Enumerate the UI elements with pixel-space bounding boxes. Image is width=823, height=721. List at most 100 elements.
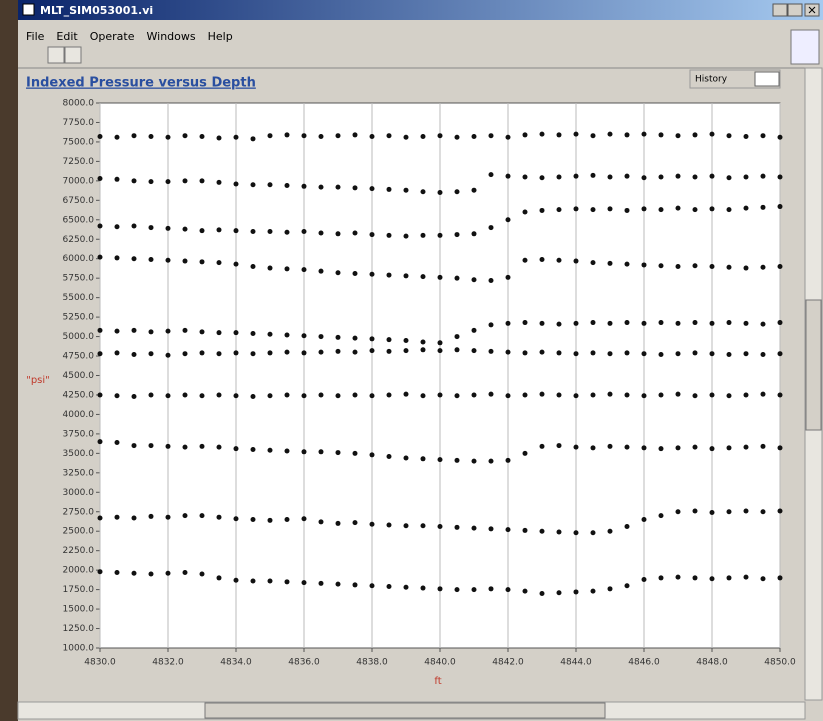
data-point <box>676 206 681 211</box>
menu-item[interactable]: Windows <box>147 30 196 43</box>
data-point <box>608 444 613 449</box>
data-point <box>183 227 188 232</box>
data-point <box>251 182 256 187</box>
data-point <box>557 529 562 534</box>
menu-item[interactable]: Operate <box>90 30 135 43</box>
data-point <box>251 579 256 584</box>
x-tick-label: 4846.0 <box>628 658 660 668</box>
y-tick-label: 1500.0 <box>63 605 95 615</box>
data-point <box>625 524 630 529</box>
data-point <box>608 351 613 356</box>
y-tick-label: 4500.0 <box>63 371 95 381</box>
data-point <box>166 179 171 184</box>
data-point <box>268 182 273 187</box>
data-point <box>489 278 494 283</box>
data-point <box>489 172 494 177</box>
data-point <box>319 449 324 454</box>
data-point <box>149 225 154 230</box>
data-point <box>591 589 596 594</box>
menu-item[interactable]: Help <box>208 30 233 43</box>
data-point <box>608 174 613 179</box>
data-point <box>523 132 528 137</box>
y-tick-label: 1750.0 <box>63 585 95 595</box>
data-point <box>285 350 290 355</box>
data-point <box>115 393 120 398</box>
data-point <box>608 206 613 211</box>
data-point <box>251 264 256 269</box>
data-point <box>149 351 154 356</box>
data-point <box>642 321 647 326</box>
data-point <box>625 583 630 588</box>
data-point <box>523 320 528 325</box>
data-point <box>676 264 681 269</box>
data-point <box>693 575 698 580</box>
data-point <box>659 174 664 179</box>
data-point <box>574 174 579 179</box>
data-point <box>319 269 324 274</box>
data-point <box>693 174 698 179</box>
data-point <box>625 132 630 137</box>
data-point <box>557 590 562 595</box>
data-point <box>506 350 511 355</box>
y-tick-label: 2000.0 <box>63 566 95 576</box>
data-point <box>659 352 664 357</box>
y-tick-label: 8000.0 <box>63 99 95 109</box>
data-point <box>302 580 307 585</box>
menu-item[interactable]: Edit <box>56 30 78 43</box>
data-point <box>506 587 511 592</box>
data-point <box>659 320 664 325</box>
data-point <box>727 445 732 450</box>
data-point <box>540 321 545 326</box>
data-point <box>387 349 392 354</box>
data-point <box>455 135 460 140</box>
data-point <box>608 261 613 266</box>
data-point <box>302 267 307 272</box>
data-point <box>268 448 273 453</box>
scroll-thumb[interactable] <box>806 300 821 430</box>
data-point <box>404 523 409 528</box>
data-point <box>319 185 324 190</box>
data-point <box>149 443 154 448</box>
data-point <box>421 134 426 139</box>
data-point <box>761 174 766 179</box>
x-tick-label: 4830.0 <box>84 658 116 668</box>
data-point <box>387 187 392 192</box>
data-point <box>608 529 613 534</box>
data-point <box>183 351 188 356</box>
data-point <box>540 175 545 180</box>
data-point <box>200 134 205 139</box>
run-button[interactable] <box>48 47 64 63</box>
data-point <box>132 224 137 229</box>
scroll-thumb[interactable] <box>205 703 605 718</box>
data-point <box>353 231 358 236</box>
data-point <box>489 526 494 531</box>
data-point <box>642 175 647 180</box>
maximize-button[interactable] <box>788 4 802 16</box>
run-continuous-button[interactable] <box>65 47 81 63</box>
data-point <box>200 393 205 398</box>
window-title: MLT_SIM053001.vi <box>40 4 153 17</box>
data-point <box>540 350 545 355</box>
data-point <box>336 582 341 587</box>
data-point <box>608 321 613 326</box>
data-point <box>319 392 324 397</box>
data-point <box>659 513 664 518</box>
data-point <box>523 174 528 179</box>
data-point <box>778 264 783 269</box>
data-point <box>404 348 409 353</box>
data-point <box>166 258 171 263</box>
minimize-button[interactable] <box>773 4 787 16</box>
screen: MLT_SIM053001.vi File Edit Operate Windows H… <box>0 0 823 721</box>
data-point <box>115 350 120 355</box>
data-point <box>506 174 511 179</box>
data-point <box>540 392 545 397</box>
menu-item[interactable]: File <box>26 30 45 43</box>
data-point <box>761 352 766 357</box>
data-point <box>98 392 103 397</box>
data-point <box>268 350 273 355</box>
data-point <box>421 340 426 345</box>
data-point <box>438 340 443 345</box>
data-point <box>268 133 273 138</box>
data-point <box>370 393 375 398</box>
data-point <box>472 188 477 193</box>
